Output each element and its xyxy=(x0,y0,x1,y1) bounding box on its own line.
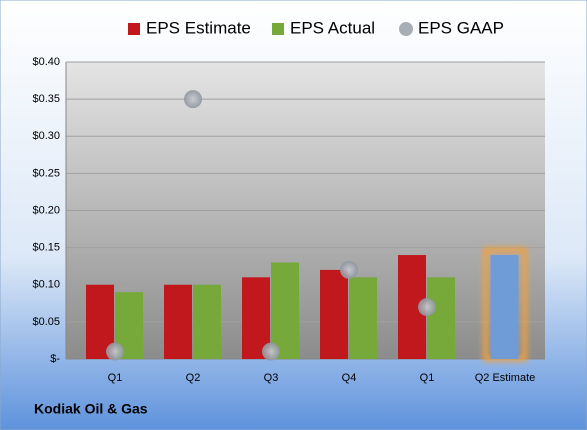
y-tick-label: $0.10 xyxy=(32,279,60,291)
bar xyxy=(164,284,192,359)
y-tick-label: $0.40 xyxy=(32,56,60,68)
y-tick-label: $0.05 xyxy=(32,316,60,328)
bar xyxy=(490,255,519,359)
x-tick-label: Q1 xyxy=(108,372,123,384)
y-tick-label: $0.30 xyxy=(32,130,60,142)
legend-label: EPS Actual xyxy=(290,18,375,37)
bar xyxy=(427,277,455,359)
y-tick-label: $0.35 xyxy=(32,93,60,105)
y-tick-label: $- xyxy=(50,353,60,365)
bar xyxy=(271,262,299,359)
y-tick-label: $0.15 xyxy=(32,242,60,254)
footer: Kodiak Oil & Gas xyxy=(34,401,148,417)
x-tick-label: Q1 xyxy=(420,372,435,384)
legend-label: EPS GAAP xyxy=(418,18,504,37)
gaap-marker xyxy=(418,298,436,317)
legend-marker xyxy=(272,23,284,35)
legend-marker xyxy=(399,22,413,36)
x-tick-label: Q4 xyxy=(342,372,357,384)
x-tick-label: Q2 xyxy=(186,372,201,384)
gaap-marker xyxy=(340,260,358,279)
x-tick-label: Q2 Estimate xyxy=(475,372,536,384)
bar xyxy=(349,277,377,359)
gaap-marker xyxy=(262,342,280,361)
y-tick-label: $0.20 xyxy=(32,204,60,216)
bar xyxy=(320,269,348,359)
bar xyxy=(193,284,221,359)
gaap-marker xyxy=(106,342,124,361)
legend-marker xyxy=(128,23,140,35)
gaap-marker xyxy=(184,90,202,109)
legend-label: EPS Estimate xyxy=(146,18,251,37)
y-tick-label: $0.25 xyxy=(32,167,60,179)
x-tick-label: Q3 xyxy=(264,372,279,384)
